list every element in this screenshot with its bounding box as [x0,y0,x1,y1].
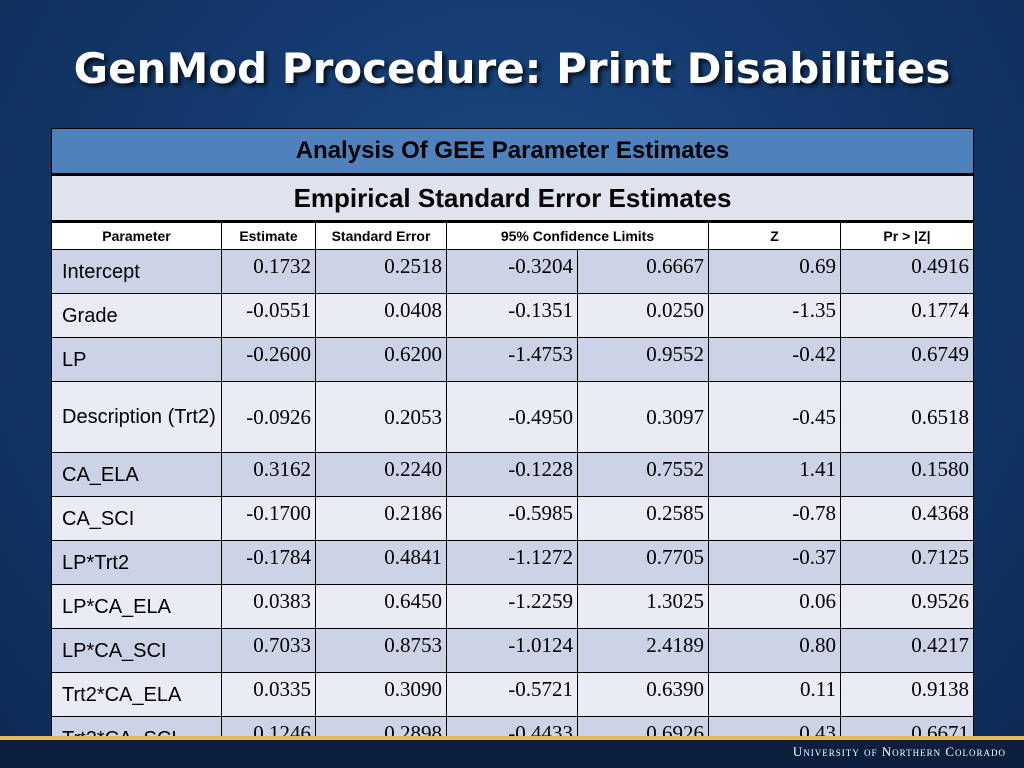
university-footer: University of Northern Colorado [792,744,1006,759]
p-cell: 0.1774 [840,293,974,338]
upper-cell: 0.6667 [577,249,709,294]
p-cell: 0.4368 [840,496,974,541]
parameter-cell: Grade [51,293,222,338]
table-row: Description (Trt2) -0.0926 0.2053 -0.4950 0.… [51,381,974,453]
gee-estimates-table-container: Analysis Of GEE Parameter Estimates Empi… [51,128,974,761]
lower-cell: -1.2259 [446,584,578,629]
estimate-cell: 0.0383 [221,584,316,629]
p-cell: 0.1580 [840,452,974,497]
parameter-cell: LP*CA_ELA [51,584,222,629]
p-cell: 0.4217 [840,628,974,673]
column-header-confidence-limits: 95% Confidence Limits [446,221,709,250]
table-title: Analysis Of GEE Parameter Estimates [51,128,974,176]
table-row: LP*CA_SCI 0.7033 0.8753 -1.0124 2.4189 0.80 0.… [51,628,974,673]
table-row: Grade -0.0551 0.0408 -0.1351 0.0250 -1.35 0.17… [51,293,974,338]
p-cell: 0.7125 [840,540,974,585]
stderr-cell: 0.2053 [315,381,447,453]
stderr-cell: 0.2518 [315,249,447,294]
upper-cell: 0.3097 [577,381,709,453]
footer-bar [0,740,1024,768]
z-cell: 0.80 [708,628,841,673]
table-row: LP*Trt2 -0.1784 0.4841 -1.1272 0.7705 -0.37 0.… [51,540,974,585]
column-header-z: Z [708,221,841,250]
stderr-cell: 0.6200 [315,337,447,382]
lower-cell: -0.5985 [446,496,578,541]
z-cell: -1.35 [708,293,841,338]
estimate-cell: -0.0926 [221,381,316,453]
estimate-cell: 0.7033 [221,628,316,673]
estimate-cell: 0.1732 [221,249,316,294]
lower-cell: -0.4950 [446,381,578,453]
stderr-cell: 0.2240 [315,452,447,497]
p-cell: 0.9138 [840,672,974,717]
table-row: Intercept 0.1732 0.2518 -0.3204 0.6667 0.69 0.… [51,249,974,294]
z-cell: 1.41 [708,452,841,497]
gee-estimates-table: Analysis Of GEE Parameter Estimates Empi… [51,128,974,761]
column-header-parameter: Parameter [51,221,222,250]
parameter-cell: LP*Trt2 [51,540,222,585]
slide-title: GenMod Procedure: Print Disabilities [73,44,951,93]
z-cell: -0.78 [708,496,841,541]
upper-cell: 0.9552 [577,337,709,382]
z-cell: -0.45 [708,381,841,453]
table-row: CA_ELA 0.3162 0.2240 -0.1228 0.7552 1.41 0.158… [51,452,974,497]
estimate-cell: -0.1700 [221,496,316,541]
p-cell: 0.9526 [840,584,974,629]
column-header-standard-error: Standard Error [315,221,447,250]
lower-cell: -1.4753 [446,337,578,382]
table-row: LP -0.2600 0.6200 -1.4753 0.9552 -0.42 0.6749 [51,337,974,382]
table-body: Intercept 0.1732 0.2518 -0.3204 0.6667 0.69 0.… [51,249,974,761]
column-header-p-value: Pr > |Z| [840,221,974,250]
stderr-cell: 0.3090 [315,672,447,717]
table-row: CA_SCI -0.1700 0.2186 -0.5985 0.2585 -0.78 0.4… [51,496,974,541]
estimate-cell: -0.2600 [221,337,316,382]
parameter-cell: Intercept [51,249,222,294]
estimate-cell: 0.0335 [221,672,316,717]
stderr-cell: 0.2186 [315,496,447,541]
parameter-cell: LP [51,337,222,382]
column-header-estimate: Estimate [221,221,316,250]
stderr-cell: 0.0408 [315,293,447,338]
z-cell: -0.42 [708,337,841,382]
p-cell: 0.6749 [840,337,974,382]
parameter-cell: CA_SCI [51,496,222,541]
estimate-cell: -0.1784 [221,540,316,585]
table-row: Trt2*CA_ELA 0.0335 0.3090 -0.5721 0.6390 0.11… [51,672,974,717]
parameter-cell: Trt2*CA_ELA [51,672,222,717]
z-cell: -0.37 [708,540,841,585]
z-cell: 0.69 [708,249,841,294]
upper-cell: 0.7552 [577,452,709,497]
lower-cell: -0.5721 [446,672,578,717]
upper-cell: 0.2585 [577,496,709,541]
stderr-cell: 0.8753 [315,628,447,673]
parameter-cell: LP*CA_SCI [51,628,222,673]
lower-cell: -1.0124 [446,628,578,673]
stderr-cell: 0.4841 [315,540,447,585]
z-cell: 0.06 [708,584,841,629]
p-cell: 0.6518 [840,381,974,453]
stderr-cell: 0.6450 [315,584,447,629]
parameter-cell: CA_ELA [51,452,222,497]
z-cell: 0.11 [708,672,841,717]
table-row: LP*CA_ELA 0.0383 0.6450 -1.2259 1.3025 0.06 0.… [51,584,974,629]
table-subtitle: Empirical Standard Error Estimates [51,174,974,223]
upper-cell: 0.0250 [577,293,709,338]
upper-cell: 1.3025 [577,584,709,629]
lower-cell: -0.1351 [446,293,578,338]
estimate-cell: -0.0551 [221,293,316,338]
upper-cell: 2.4189 [577,628,709,673]
parameter-cell: Description (Trt2) [51,381,222,453]
lower-cell: -1.1272 [446,540,578,585]
lower-cell: -0.1228 [446,452,578,497]
estimate-cell: 0.3162 [221,452,316,497]
upper-cell: 0.7705 [577,540,709,585]
footer-divider [0,736,1024,740]
p-cell: 0.4916 [840,249,974,294]
upper-cell: 0.6390 [577,672,709,717]
lower-cell: -0.3204 [446,249,578,294]
